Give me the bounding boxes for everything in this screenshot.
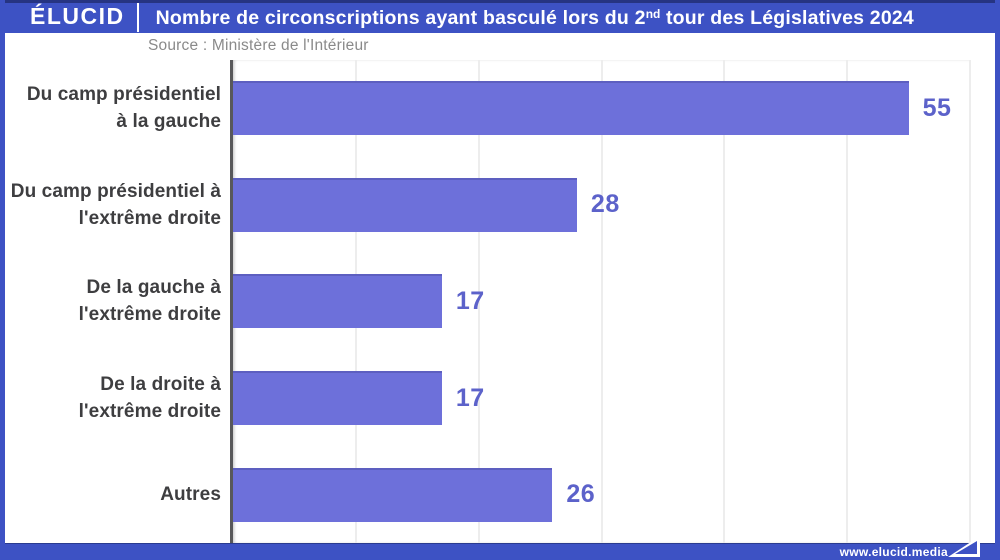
bar-row: 55	[233, 60, 970, 157]
bar-row: 17	[233, 350, 970, 447]
bar-row: 28	[233, 157, 970, 254]
gridline	[969, 60, 971, 543]
header-bar: ÉLUCID Nombre de circonscriptions ayant …	[5, 0, 995, 35]
title-text-start: Nombre de circonscriptions ayant basculé…	[155, 7, 646, 29]
category-label: De la gauche à l'extrême droite	[78, 277, 221, 326]
plot-area: 55 28 17 17 26	[230, 60, 971, 543]
bar-chart: Du camp présidentiel à la gauche Du camp…	[5, 60, 971, 543]
value-label: 26	[566, 480, 596, 509]
source-caption: Source : Ministère de l'Intérieur	[148, 37, 369, 54]
category-label: Du camp présidentiel à la gauche	[26, 84, 221, 133]
value-label: 55	[922, 93, 952, 122]
bar	[233, 467, 553, 522]
header-divider	[136, 3, 139, 32]
website-url: www.elucid.media	[839, 544, 948, 559]
bar-row: 17	[233, 253, 970, 350]
value-label: 28	[590, 190, 620, 219]
category-label: De la droite à l'extrême droite	[78, 374, 221, 423]
bar	[233, 81, 909, 136]
category-label: Autres	[160, 484, 221, 506]
gridline	[846, 60, 849, 543]
gridline	[600, 60, 603, 543]
elucid-logo: ÉLUCID	[30, 3, 125, 29]
title-text-end: tour des Législatives 2024	[660, 7, 914, 29]
category-label: Du camp présidentiel à l'extrême droite	[10, 180, 221, 229]
value-label: 17	[455, 286, 485, 315]
bar	[233, 177, 577, 232]
bar	[233, 274, 442, 329]
bar-rows: 55 28 17 17 26	[233, 60, 970, 543]
title-superscript: nd	[645, 7, 661, 21]
page-title: Nombre de circonscriptions ayant basculé…	[156, 0, 914, 35]
gridline	[477, 60, 480, 543]
category-axis: Du camp présidentiel à la gauche Du camp…	[5, 60, 230, 543]
bar	[233, 371, 442, 426]
value-label: 17	[455, 383, 485, 412]
bar-row: 26	[233, 446, 970, 543]
gridline	[723, 60, 726, 543]
elucid-arrow-icon	[948, 536, 980, 557]
footer-bar: www.elucid.media	[5, 536, 995, 560]
